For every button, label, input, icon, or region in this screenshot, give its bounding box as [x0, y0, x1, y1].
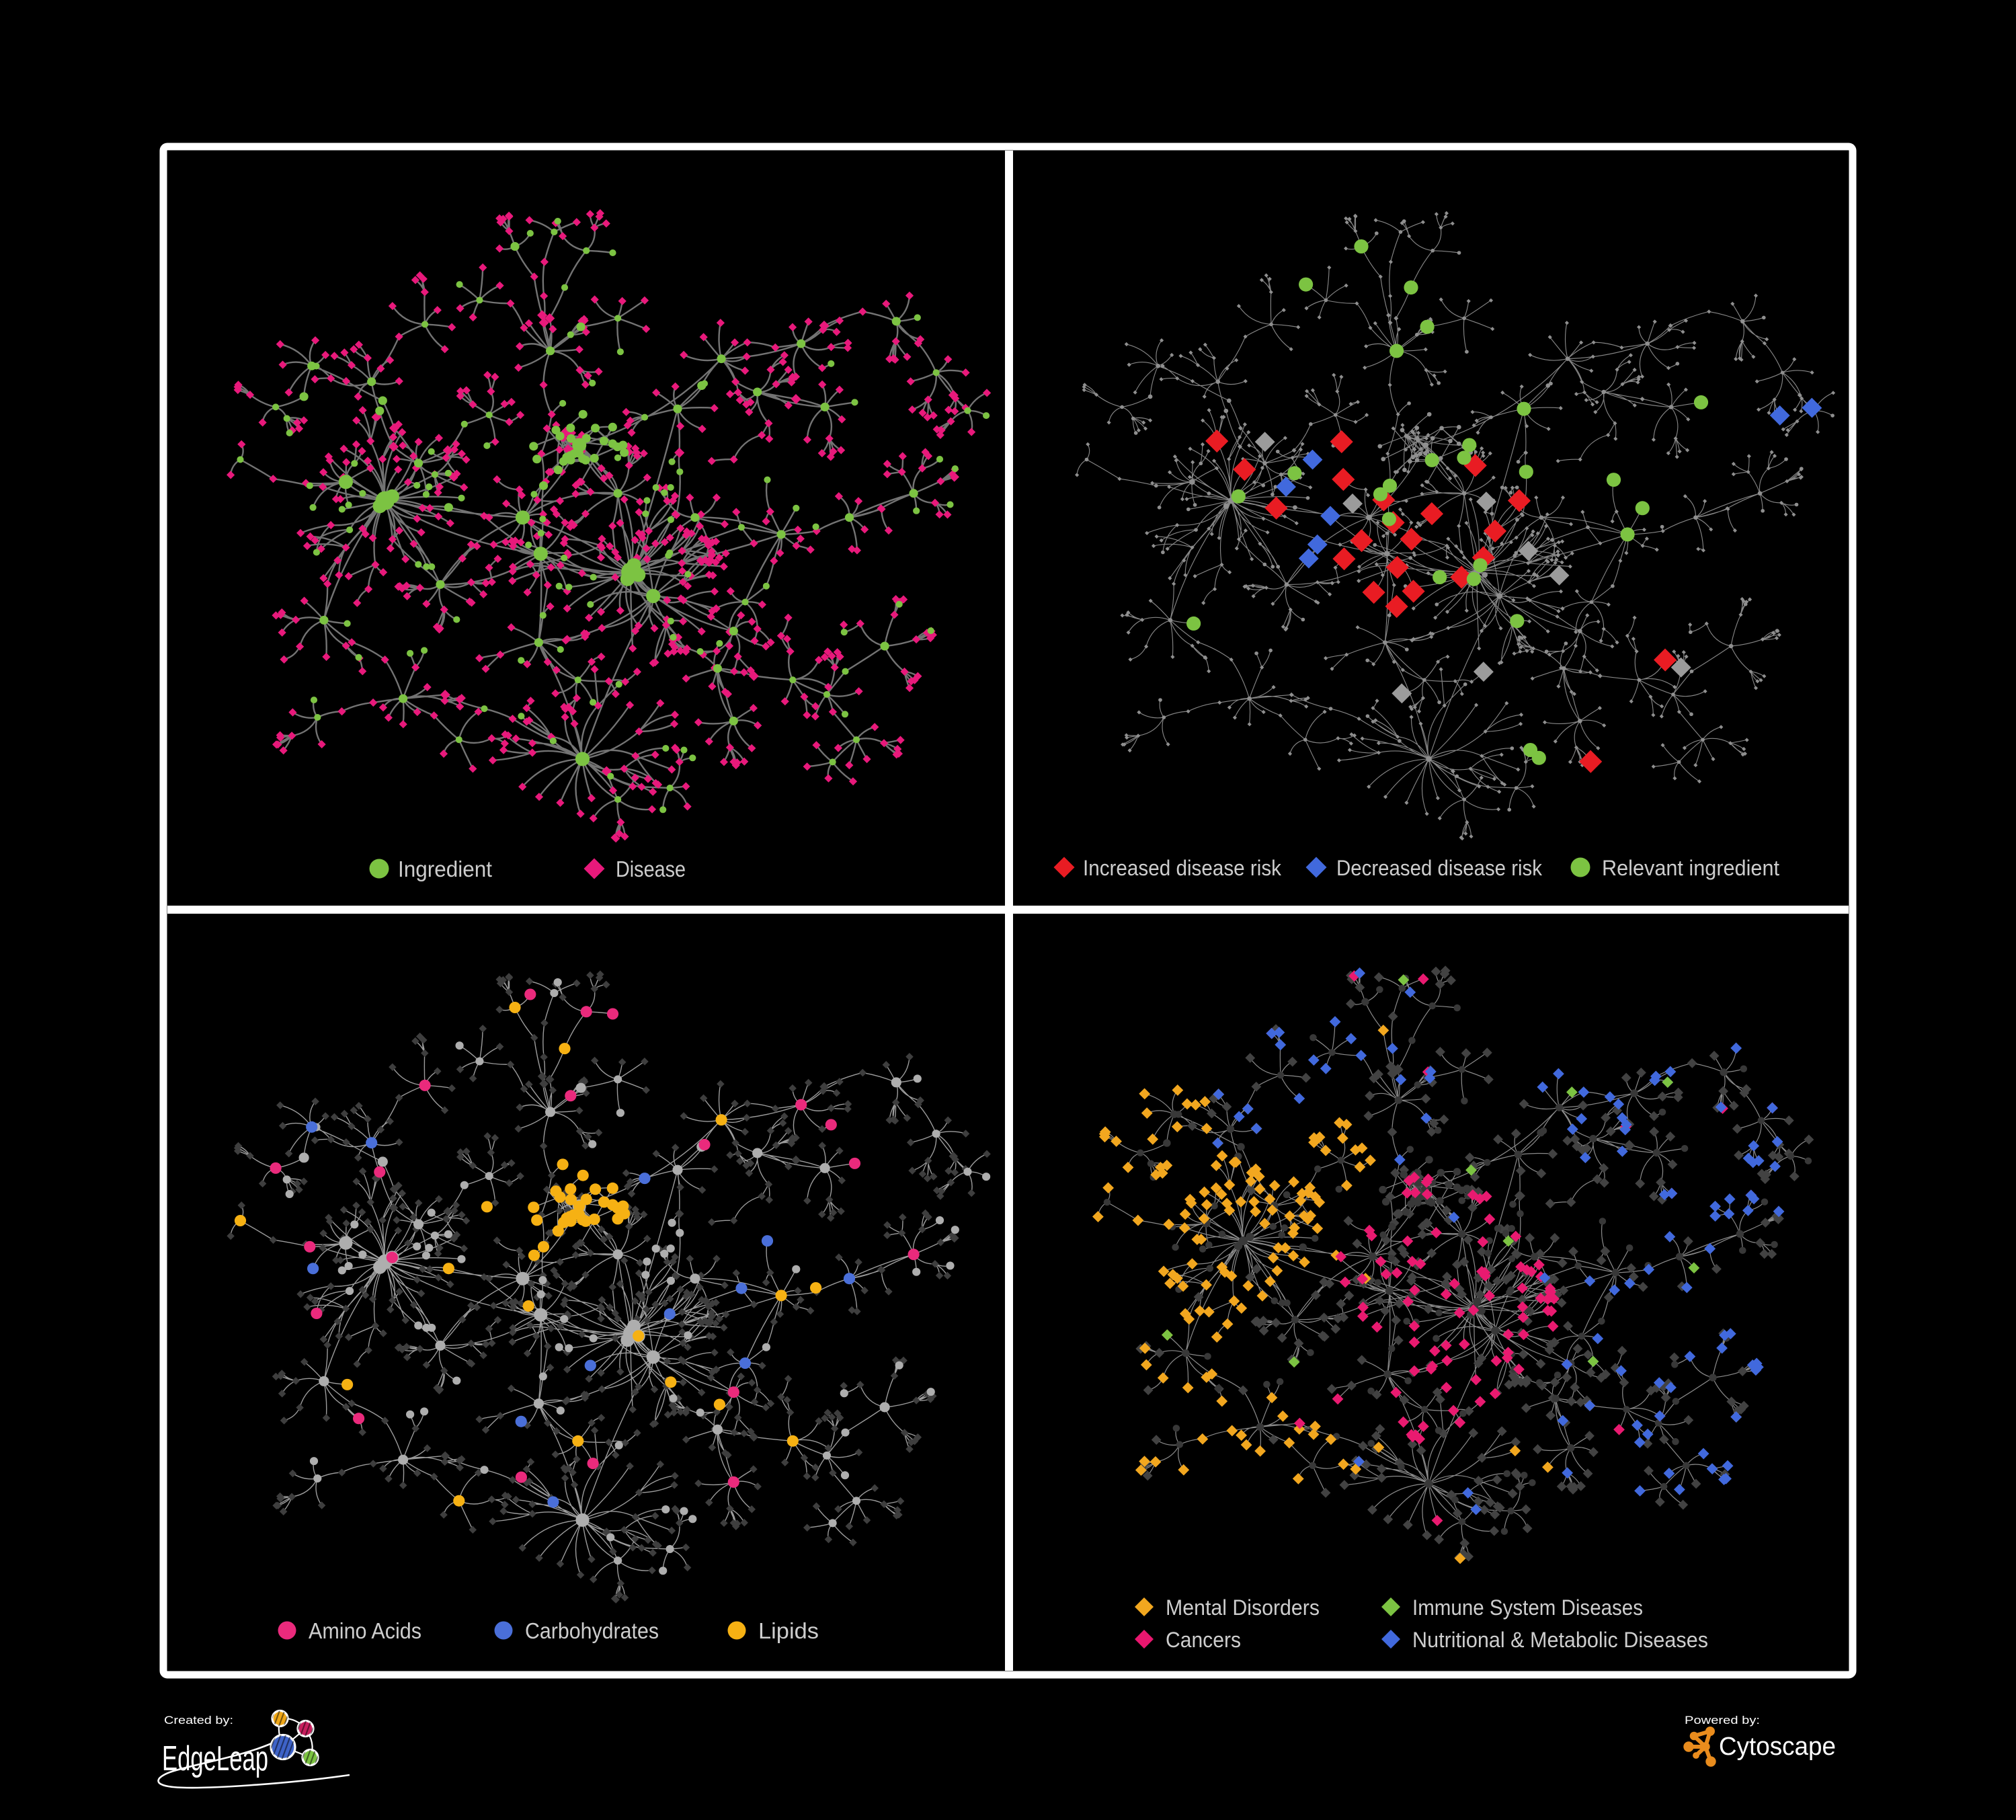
svg-text:Nutritional & Metabolic Diseas: Nutritional & Metabolic Diseases [1412, 1628, 1708, 1652]
svg-text:Disease: Disease [616, 857, 686, 881]
svg-text:Powered by:: Powered by: [1685, 1714, 1760, 1727]
svg-text:Amino Acids: Amino Acids [309, 1618, 421, 1643]
svg-text:Cancers: Cancers [1166, 1628, 1241, 1652]
svg-text:Immune System Diseases: Immune System Diseases [1412, 1595, 1643, 1620]
svg-text:Ingredient: Ingredient [398, 857, 492, 881]
svg-text:EdgeLeap: EdgeLeap [162, 1739, 268, 1778]
svg-text:Decreased disease risk: Decreased disease risk [1336, 856, 1543, 880]
svg-text:Carbohydrates: Carbohydrates [525, 1618, 659, 1643]
svg-text:Mental Disorders: Mental Disorders [1166, 1595, 1320, 1620]
svg-text:Increased disease risk: Increased disease risk [1083, 856, 1282, 880]
svg-text:Cytoscape: Cytoscape [1719, 1733, 1836, 1761]
svg-text:Relevant ingredient: Relevant ingredient [1602, 856, 1779, 880]
svg-text:Lipids: Lipids [758, 1618, 819, 1643]
svg-text:Created by:: Created by: [164, 1714, 233, 1727]
